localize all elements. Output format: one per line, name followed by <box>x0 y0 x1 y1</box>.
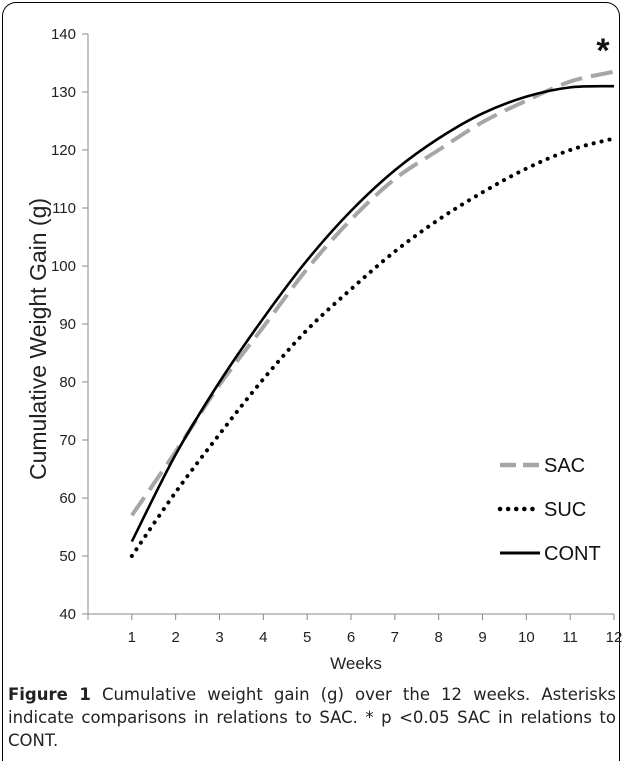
y-tick-label: 60 <box>59 490 76 507</box>
y-tick-label: 80 <box>59 374 76 391</box>
y-tick-label: 70 <box>59 432 76 449</box>
y-tick-label: 130 <box>51 84 76 101</box>
x-tick-label: 4 <box>259 629 267 646</box>
x-axis-title: Weeks <box>330 654 382 673</box>
figure-label: Figure 1 <box>8 685 91 704</box>
series-line-sac <box>130 69 615 517</box>
x-tick-label: 7 <box>391 629 399 646</box>
y-tick-label: 120 <box>51 142 76 159</box>
caption-text: Cumulative weight gain (g) over the 12 w… <box>8 685 616 750</box>
series-line-cont <box>130 84 615 543</box>
x-tick-label: 10 <box>518 629 535 646</box>
y-axis-title: Cumulative Weight Gain (g) <box>25 198 51 480</box>
series-layer <box>129 69 616 558</box>
y-axis: 40 50 60 70 80 90 100 110 120 130 140 <box>51 26 89 623</box>
y-tick-label: 90 <box>59 316 76 333</box>
x-tick-label: 3 <box>215 629 223 646</box>
y-tick-label: 110 <box>52 200 76 217</box>
legend-label-suc: SUC <box>544 499 586 521</box>
y-tick-label: 100 <box>51 258 76 275</box>
legend: SAC SUC CONT <box>497 455 601 565</box>
x-tick-label: 6 <box>347 629 355 646</box>
x-tick-label: 2 <box>171 629 179 646</box>
y-tick-label: 50 <box>59 548 76 565</box>
significance-asterisk: * <box>596 32 610 70</box>
figure-caption: Figure 1 Cumulative weight gain (g) over… <box>8 683 616 752</box>
y-tick-label: 140 <box>51 26 76 43</box>
x-tick-label: 12 <box>606 629 623 646</box>
x-tick-label: 9 <box>478 629 486 646</box>
x-tick-label: 1 <box>128 629 136 646</box>
x-tick-label: 8 <box>434 629 442 646</box>
x-axis: 1 2 3 4 5 6 7 8 9 10 11 12 <box>87 613 623 646</box>
legend-label-sac: SAC <box>544 455 585 477</box>
y-tick-label: 40 <box>59 606 76 623</box>
x-tick-label: 11 <box>562 629 578 646</box>
series-line-suc <box>129 136 616 558</box>
legend-label-cont: CONT <box>544 543 601 565</box>
x-tick-label: 5 <box>303 629 311 646</box>
